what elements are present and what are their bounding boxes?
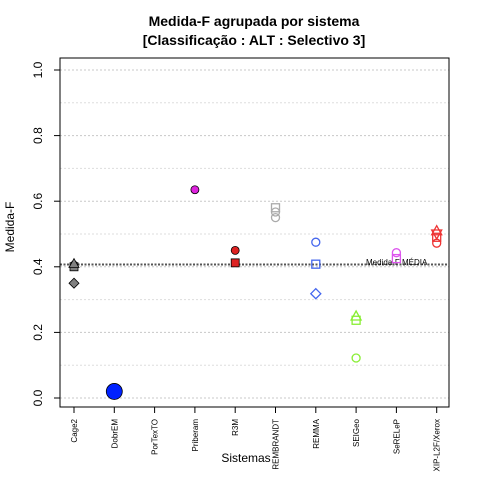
x-tick-label: DobrEM: [110, 419, 119, 449]
x-tick-label: REMBRANDT: [272, 419, 281, 470]
x-tick-label: Cage2: [70, 418, 79, 442]
y-tick-label: 0.8: [31, 127, 45, 144]
y-axis-label: Medida-F: [3, 202, 17, 253]
point-dobrem-circle: [105, 383, 123, 400]
point-seigeo-triangle: [349, 309, 363, 321]
y-tick-label: 0.0: [31, 389, 45, 406]
x-tick-label: XIP-L2F/Xerox: [433, 419, 442, 471]
point-seigeo-square: [351, 315, 361, 325]
chart-subtitle: [Classificação : ALT : Selectivo 3]: [143, 32, 366, 48]
x-tick-label: SEIGeo: [352, 418, 361, 447]
y-tick-label: 0.6: [31, 193, 45, 210]
point-remma-square: [311, 259, 321, 269]
y-tick-label: 0.2: [31, 324, 45, 341]
x-tick-label: REMMA: [312, 418, 321, 448]
point-remma-diamond: [309, 287, 322, 300]
point-cage2-triangle: [68, 257, 80, 268]
point-serelep-circle: [391, 248, 402, 258]
chart-title: Medida-F agrupada por sistema: [149, 13, 360, 29]
point-rembrandt-circle: [270, 212, 281, 223]
point-r3m-circle: [230, 245, 240, 255]
point-xip-l2f-xerox-circle: [432, 238, 442, 248]
point-priberam-circle: [190, 185, 200, 195]
x-tick-label: PorTexTO: [151, 419, 160, 455]
point-r3m-square: [230, 258, 240, 268]
point-cage2-diamond: [68, 277, 80, 289]
point-seigeo-circle: [351, 353, 361, 363]
plot-frame: [59, 57, 450, 408]
x-tick-label: Priberam: [191, 419, 200, 452]
x-tick-label: SeRELeP: [392, 419, 401, 454]
point-xip-l2f-xerox-square: [432, 232, 442, 242]
x-axis-label: Sistemas: [221, 451, 270, 465]
y-tick-label: 1.0: [31, 61, 45, 78]
point-xip-l2f-xerox-triangle-down: [430, 229, 443, 241]
point-serelep-square: [391, 253, 402, 264]
x-tick-label: R3M: [231, 419, 240, 436]
point-rembrandt-square: [270, 203, 281, 213]
point-remma-circle: [311, 237, 321, 247]
y-tick-label: 0.4: [31, 258, 45, 275]
